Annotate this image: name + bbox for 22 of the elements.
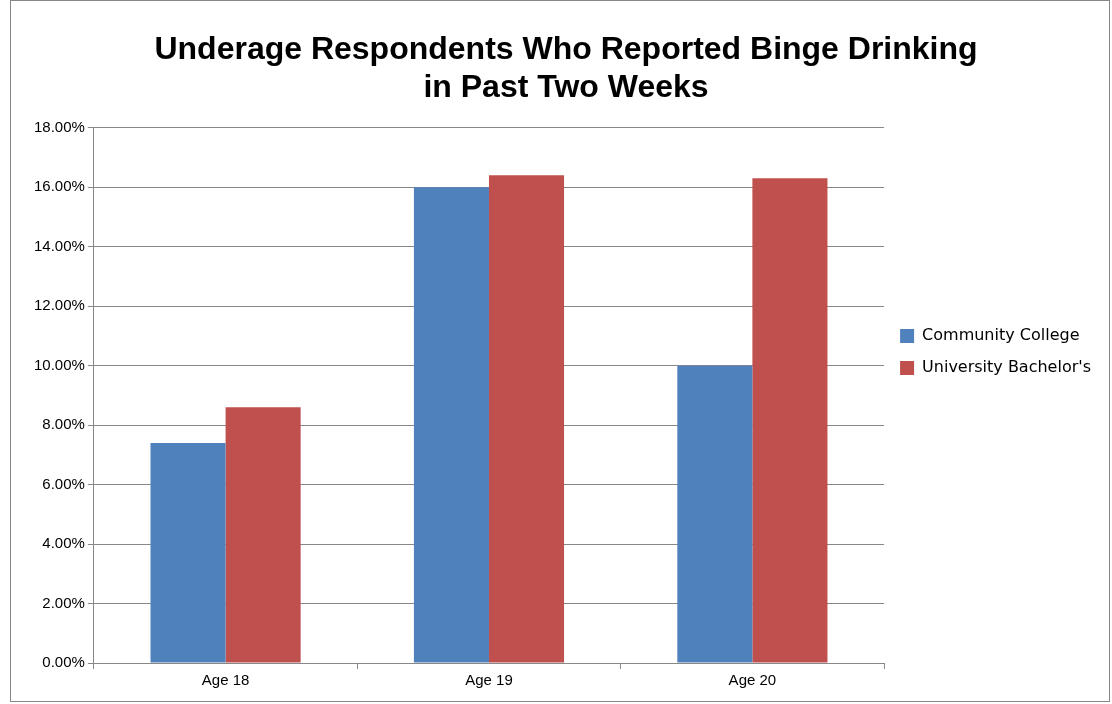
y-tick-label: 10.00% (34, 355, 85, 373)
chart-title: Underage Respondents Who Reported Binge Drinking in Past Two Weeks (154, 30, 978, 105)
legend-label: Community College (922, 325, 1080, 345)
y-tick-label: 16.00% (34, 177, 85, 195)
y-tick-label: 8.00% (42, 415, 85, 433)
x-tick-label: Age 20 (728, 671, 777, 689)
y-tick-label: 6.00% (42, 474, 85, 492)
y-tick-label: 2.00% (42, 593, 85, 611)
bar (677, 365, 753, 663)
x-tick-label: Age 19 (465, 671, 513, 689)
bar (488, 175, 565, 663)
y-tick-label: 0.00% (42, 653, 85, 671)
bar (752, 178, 828, 663)
y-tick-label: 18.00% (34, 117, 85, 135)
bar (150, 442, 226, 663)
bar (225, 407, 301, 663)
x-tick-label: Age 18 (201, 671, 250, 689)
legend-label: University Bachelor's (922, 357, 1091, 377)
y-tick-label: 12.00% (34, 296, 85, 314)
y-tick-label: 14.00% (34, 236, 85, 254)
bar (413, 187, 489, 663)
y-tick-label: 4.00% (42, 534, 85, 552)
